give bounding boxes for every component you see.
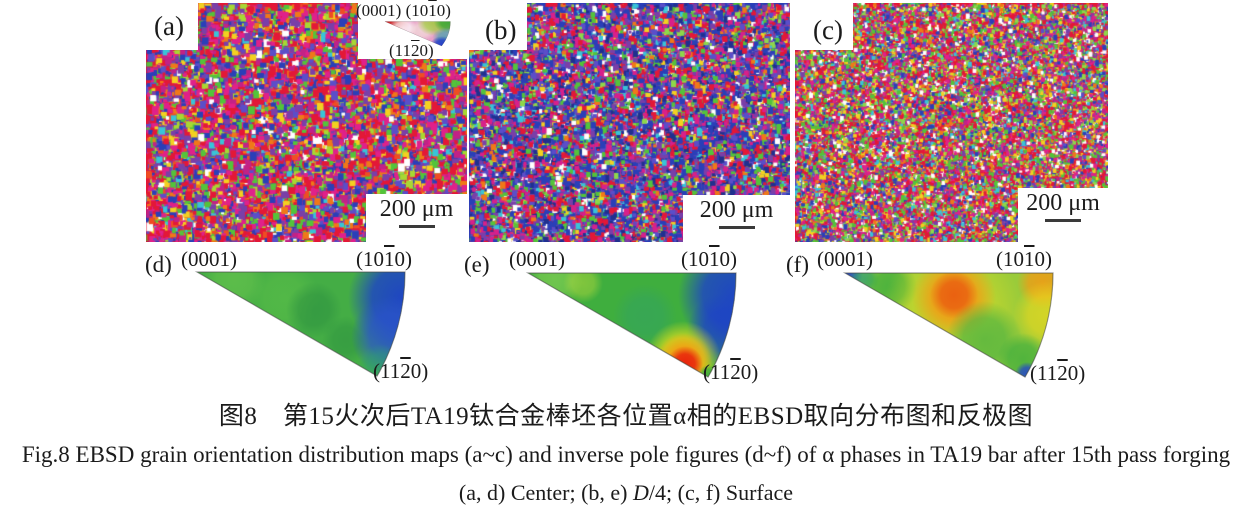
- ebsd-map-a: (a) 200 μm: [146, 3, 467, 242]
- ipf-d-corner-1120: (1120): [373, 359, 429, 383]
- panel-label-d: (d): [145, 252, 172, 277]
- panel-label-a: (a): [154, 11, 184, 41]
- ipf-d-corner-0001: (0001): [181, 247, 237, 271]
- panel-c-label-box: (c): [795, 3, 853, 50]
- scale-label-b: 200 μm: [699, 197, 774, 223]
- panel-label-e: (e): [464, 252, 490, 277]
- ipf-e-corner-0001: (0001): [509, 247, 565, 271]
- legend-label-0001-1010: (0001) (10: [356, 1, 429, 20]
- caption-english: Fig.8 EBSD grain orientation distributio…: [21, 442, 1231, 467]
- ipf-d-corner-1010: (1010): [356, 247, 412, 271]
- caption-chinese: 图8 第15火次后TA19钛合金棒坯各位置α相的EBSD取向分布图和反极图: [218, 403, 1034, 430]
- scale-bar-a: 200 μm: [366, 194, 467, 242]
- scale-label-c: 200 μm: [1026, 190, 1100, 216]
- ipf-f-corner-0001: (0001): [817, 247, 873, 271]
- scale-bar-b: 200 μm: [683, 195, 790, 242]
- scale-line-c: [1045, 219, 1081, 223]
- ipf-wedge-f: [842, 272, 1054, 378]
- scale-label-a: 200 μm: [379, 196, 454, 222]
- legend-bottom-label: (1120): [389, 41, 434, 60]
- ipf-wedge-d: [194, 271, 406, 377]
- ipf-f-corner-1010: (1010): [996, 247, 1052, 271]
- ipf-wedge-e: [525, 272, 737, 378]
- panel-label-f: (f): [786, 252, 809, 277]
- panel-label-c: (c): [813, 15, 843, 45]
- ebsd-map-b: (b) 200 μm: [469, 3, 790, 242]
- legend-top-labels: (0001) (1010): [356, 1, 451, 20]
- panel-a-label-box: (a): [146, 3, 198, 50]
- ipf-color-triangle-icon: [384, 21, 451, 47]
- ipf-e-corner-1120: (1120): [703, 360, 759, 384]
- panel-label-b: (b): [485, 15, 517, 45]
- ipf-f-corner-1120: (1120): [1030, 361, 1086, 385]
- ebsd-map-c: (c) 200 μm: [795, 3, 1108, 242]
- scale-line-b: [718, 226, 755, 230]
- scale-line-a: [398, 225, 435, 229]
- scale-bar-c: 200 μm: [1018, 188, 1108, 242]
- ipf-e-corner-1010: (1010): [681, 247, 737, 271]
- caption-sublabels: (a, d) Center; (b, e) D/4; (c, f) Surfac…: [458, 480, 794, 505]
- panel-b-label-box: (b): [469, 3, 527, 50]
